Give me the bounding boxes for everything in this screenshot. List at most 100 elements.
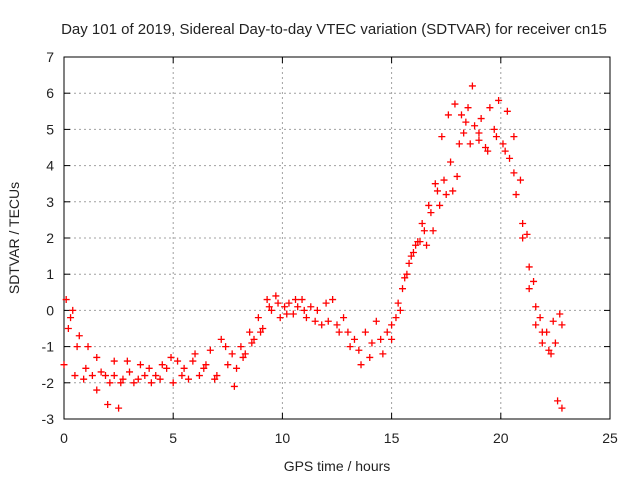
- data-point: [189, 357, 197, 365]
- data-point: [267, 306, 275, 314]
- data-point: [184, 375, 192, 383]
- x-axis-label: GPS time / hours: [284, 458, 391, 474]
- data-point: [510, 169, 518, 177]
- data-point: [368, 339, 376, 347]
- data-point: [403, 270, 411, 278]
- y-tick-label: -2: [42, 375, 55, 391]
- data-point: [311, 317, 319, 325]
- x-tick-label: 0: [60, 430, 68, 446]
- data-point: [241, 350, 249, 358]
- data-point: [206, 346, 214, 354]
- data-point: [272, 292, 280, 300]
- data-point: [228, 350, 236, 358]
- data-point: [551, 339, 559, 347]
- data-point: [73, 343, 81, 351]
- data-point: [195, 372, 203, 380]
- data-point: [355, 346, 363, 354]
- data-point: [123, 357, 131, 365]
- y-tick-label: -1: [42, 339, 55, 355]
- data-point: [484, 147, 492, 155]
- data-point: [503, 107, 511, 115]
- data-point: [462, 118, 470, 126]
- data-point: [394, 299, 402, 307]
- data-point: [97, 368, 105, 376]
- data-point: [335, 328, 343, 336]
- y-tick-label: 3: [46, 194, 54, 210]
- data-point: [180, 364, 188, 372]
- data-point: [525, 285, 533, 293]
- data-point: [211, 375, 219, 383]
- data-point: [427, 209, 435, 217]
- data-point: [158, 361, 166, 369]
- data-point: [263, 296, 271, 304]
- data-point: [117, 379, 125, 387]
- data-point: [399, 285, 407, 293]
- data-point: [516, 176, 524, 184]
- data-point: [340, 314, 348, 322]
- data-point: [501, 147, 509, 155]
- data-point: [289, 310, 297, 318]
- data-point: [388, 321, 396, 329]
- data-point: [449, 187, 457, 195]
- series-track-A: [60, 129, 566, 409]
- y-tick-label: 4: [46, 158, 54, 174]
- data-point: [377, 335, 385, 343]
- data-point: [224, 361, 232, 369]
- data-point: [492, 133, 500, 141]
- data-point: [246, 328, 254, 336]
- data-point: [361, 328, 369, 336]
- data-point: [506, 154, 514, 162]
- data-point: [283, 310, 291, 318]
- data-point: [455, 140, 463, 148]
- data-point: [447, 158, 455, 166]
- data-point: [191, 350, 199, 358]
- data-point: [136, 361, 144, 369]
- data-point: [418, 220, 426, 228]
- data-point: [141, 372, 149, 380]
- data-point: [477, 115, 485, 123]
- data-point: [202, 361, 210, 369]
- data-point: [532, 303, 540, 311]
- data-point: [134, 375, 142, 383]
- data-point: [307, 303, 315, 311]
- data-point: [75, 332, 83, 340]
- data-point: [512, 191, 520, 199]
- grid-lines: [64, 57, 610, 419]
- data-point: [392, 314, 400, 322]
- data-point: [464, 104, 472, 112]
- data-point: [420, 227, 428, 235]
- data-point: [281, 303, 289, 311]
- data-point: [475, 129, 483, 137]
- data-point: [101, 372, 109, 380]
- x-tick-label: 15: [384, 430, 400, 446]
- data-point: [510, 133, 518, 141]
- data-point: [558, 404, 566, 412]
- data-point: [62, 296, 70, 304]
- data-point: [444, 111, 452, 119]
- data-point: [451, 100, 459, 108]
- data-point: [145, 364, 153, 372]
- data-point: [401, 274, 409, 282]
- data-point: [530, 277, 538, 285]
- y-tick-labels: -3 -2 -1 0 1 2 3 4 5 6 7: [42, 49, 55, 427]
- data-point: [436, 201, 444, 209]
- data-point: [438, 133, 446, 141]
- data-point: [475, 136, 483, 144]
- data-point: [558, 321, 566, 329]
- data-point: [440, 176, 448, 184]
- data-point: [425, 201, 433, 209]
- data-point: [84, 343, 92, 351]
- data-point: [115, 404, 123, 412]
- data-point: [64, 325, 72, 332]
- data-point: [324, 317, 332, 325]
- data-point: [93, 353, 101, 361]
- data-point: [152, 372, 160, 380]
- data-point: [556, 310, 564, 318]
- data-point: [298, 296, 306, 304]
- data-point: [379, 350, 387, 358]
- data-point: [396, 306, 404, 314]
- data-point: [106, 379, 114, 387]
- y-tick-label: 1: [46, 266, 54, 282]
- data-point: [346, 343, 354, 351]
- data-point: [217, 335, 225, 343]
